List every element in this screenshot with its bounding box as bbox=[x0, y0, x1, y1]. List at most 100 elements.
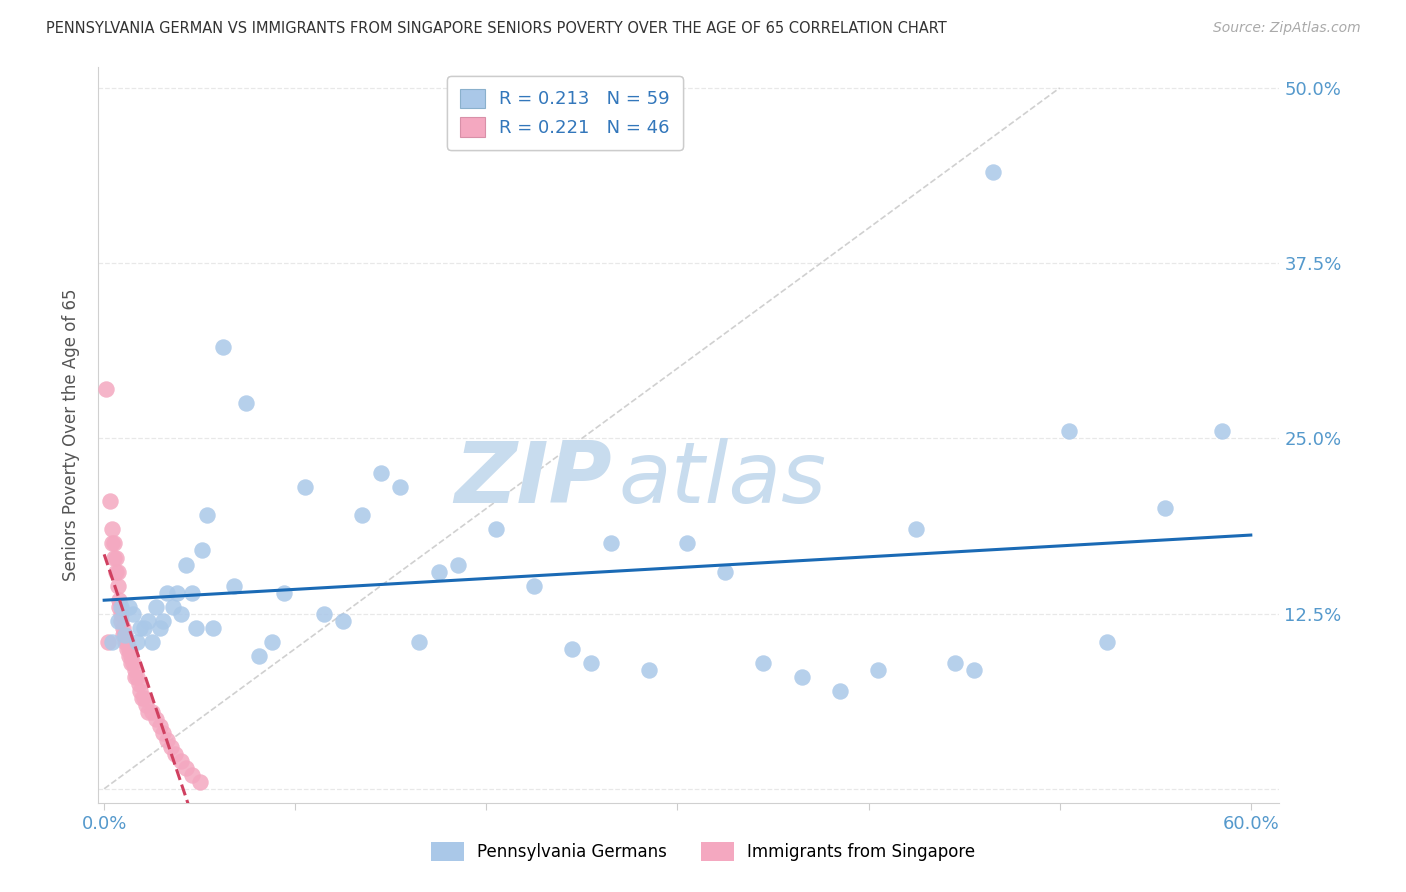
Point bbox=[166, 585, 188, 599]
Point bbox=[114, 634, 136, 648]
Point bbox=[247, 648, 270, 663]
Point bbox=[370, 467, 392, 481]
Point bbox=[104, 565, 127, 579]
Point bbox=[202, 621, 225, 635]
Point bbox=[169, 754, 191, 768]
Text: ZIP: ZIP bbox=[454, 437, 612, 521]
Legend: R = 0.213   N = 59, R = 0.221   N = 46: R = 0.213 N = 59, R = 0.221 N = 46 bbox=[447, 76, 683, 150]
Point bbox=[136, 614, 159, 628]
Text: atlas: atlas bbox=[619, 437, 827, 521]
Point bbox=[124, 663, 146, 677]
Point bbox=[294, 480, 316, 494]
Point bbox=[1057, 425, 1080, 439]
Point bbox=[714, 565, 737, 579]
Point bbox=[188, 774, 211, 789]
Point bbox=[135, 698, 157, 712]
Point bbox=[184, 621, 207, 635]
Point bbox=[107, 578, 129, 592]
Point bbox=[121, 656, 143, 670]
Point bbox=[152, 725, 174, 739]
Point bbox=[176, 558, 198, 572]
Legend: Pennsylvania Germans, Immigrants from Singapore: Pennsylvania Germans, Immigrants from Si… bbox=[425, 835, 981, 868]
Point bbox=[169, 607, 191, 621]
Point bbox=[160, 739, 183, 754]
Point bbox=[235, 396, 257, 410]
Point bbox=[118, 599, 141, 614]
Point bbox=[103, 550, 125, 565]
Point bbox=[1211, 425, 1233, 439]
Point bbox=[141, 634, 163, 648]
Point bbox=[118, 641, 141, 656]
Point bbox=[114, 627, 136, 641]
Point bbox=[108, 599, 131, 614]
Point bbox=[485, 523, 508, 537]
Point bbox=[101, 634, 124, 648]
Point bbox=[112, 621, 135, 635]
Point bbox=[107, 614, 129, 628]
Point bbox=[120, 648, 142, 663]
Point bbox=[125, 670, 148, 684]
Point bbox=[101, 523, 124, 537]
Point bbox=[828, 683, 851, 698]
Point bbox=[134, 690, 156, 705]
Point bbox=[118, 648, 141, 663]
Point bbox=[110, 599, 132, 614]
Point bbox=[637, 663, 659, 677]
Point bbox=[104, 550, 127, 565]
Point bbox=[156, 732, 179, 747]
Point bbox=[332, 614, 354, 628]
Point bbox=[110, 614, 132, 628]
Point bbox=[190, 543, 212, 558]
Point bbox=[94, 382, 117, 396]
Point bbox=[103, 536, 125, 550]
Point bbox=[790, 670, 813, 684]
Point bbox=[97, 634, 120, 648]
Point bbox=[136, 705, 159, 719]
Point bbox=[129, 621, 152, 635]
Point bbox=[905, 523, 928, 537]
Point bbox=[101, 536, 124, 550]
Point bbox=[1097, 634, 1119, 648]
Point bbox=[152, 614, 174, 628]
Point bbox=[141, 705, 163, 719]
Point bbox=[981, 165, 1004, 179]
Point bbox=[163, 747, 186, 761]
Point bbox=[181, 585, 204, 599]
Point bbox=[176, 761, 198, 775]
Point bbox=[148, 621, 170, 635]
Point bbox=[134, 621, 156, 635]
Point bbox=[98, 494, 121, 508]
Point bbox=[120, 656, 142, 670]
Point bbox=[112, 627, 135, 641]
Point bbox=[752, 656, 775, 670]
Point bbox=[262, 634, 284, 648]
Point bbox=[108, 592, 131, 607]
Point bbox=[211, 340, 233, 354]
Text: Source: ZipAtlas.com: Source: ZipAtlas.com bbox=[1213, 21, 1361, 36]
Point bbox=[224, 578, 246, 592]
Point bbox=[408, 634, 430, 648]
Point bbox=[115, 641, 138, 656]
Point bbox=[148, 719, 170, 733]
Point bbox=[312, 607, 335, 621]
Point bbox=[145, 599, 167, 614]
Point bbox=[195, 508, 218, 523]
Point bbox=[963, 663, 986, 677]
Point bbox=[447, 558, 470, 572]
Point bbox=[114, 627, 136, 641]
Point bbox=[581, 656, 603, 670]
Point bbox=[676, 536, 699, 550]
Point bbox=[107, 565, 129, 579]
Point bbox=[128, 676, 150, 690]
Point bbox=[181, 768, 204, 782]
Point bbox=[131, 690, 153, 705]
Point bbox=[129, 683, 152, 698]
Point bbox=[125, 634, 148, 648]
Point bbox=[523, 578, 546, 592]
Point bbox=[561, 641, 583, 656]
Point bbox=[121, 607, 143, 621]
Point bbox=[1153, 501, 1175, 516]
Point bbox=[943, 656, 966, 670]
Point bbox=[389, 480, 412, 494]
Point bbox=[352, 508, 374, 523]
